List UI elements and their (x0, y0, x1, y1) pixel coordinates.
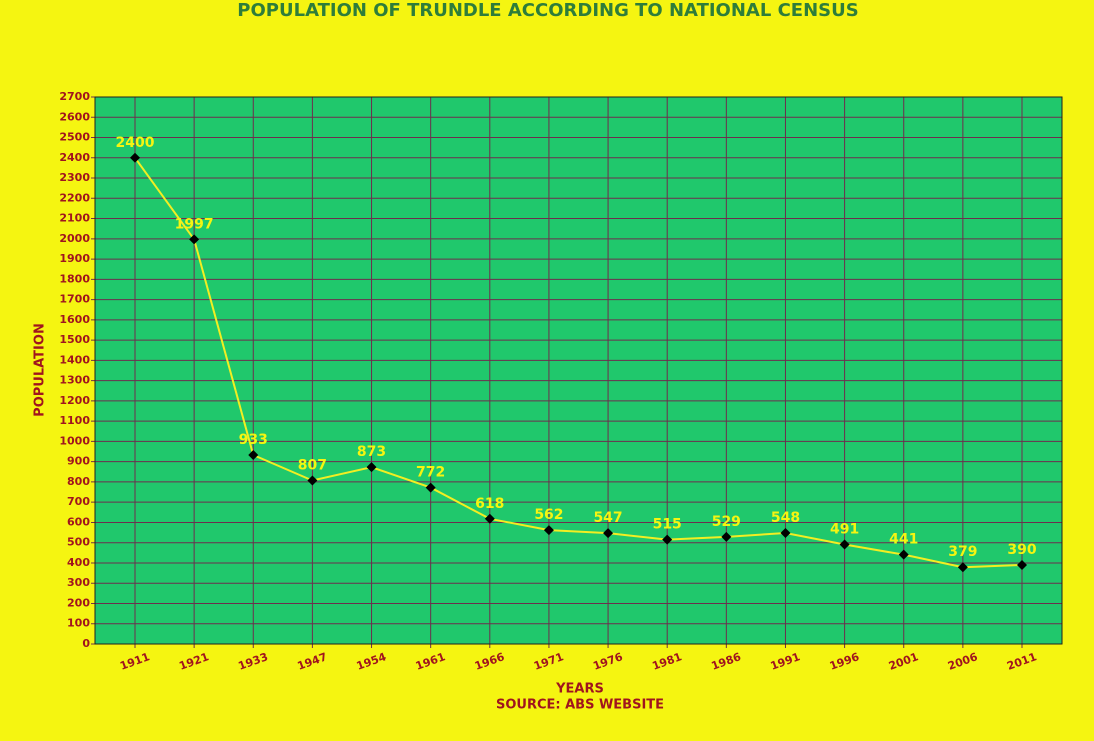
y-tick-label: 100 (67, 617, 90, 630)
data-marker (1017, 559, 1027, 570)
y-tick-label: 1200 (59, 394, 90, 407)
plot-border (94, 96, 1063, 645)
y-tick-label: 2000 (59, 232, 90, 245)
data-label: 441 (889, 532, 918, 548)
data-label: 807 (298, 458, 327, 474)
data-label: 529 (712, 514, 741, 530)
y-tick-label: 2500 (59, 131, 90, 144)
data-label: 390 (1007, 542, 1036, 558)
y-tick-label: 1900 (59, 252, 90, 265)
data-label: 547 (593, 510, 622, 526)
data-label: 379 (948, 544, 977, 560)
data-marker (721, 531, 732, 542)
data-label: 515 (653, 517, 682, 533)
source-note: SOURCE: ABS WEBSITE (496, 698, 664, 713)
y-tick-label: 1700 (59, 293, 90, 306)
data-marker (780, 527, 791, 538)
y-tick-label: 1300 (59, 374, 90, 387)
y-tick-label: 2200 (59, 191, 90, 204)
data-marker (307, 475, 318, 486)
y-tick-label: 300 (67, 576, 90, 589)
data-marker (130, 152, 140, 163)
y-tick-label: 1600 (59, 313, 90, 326)
y-tick-label: 1800 (59, 272, 90, 285)
y-axis-label: POPULATION (33, 323, 48, 417)
chart-title: POPULATION OF TRUNDLE ACCORDING TO NATIO… (237, 0, 858, 21)
data-marker (898, 549, 909, 560)
y-tick-label: 1100 (59, 414, 90, 427)
y-tick-label: 2300 (59, 171, 90, 184)
data-label: 491 (830, 522, 859, 538)
y-tick-label: 600 (67, 515, 90, 528)
x-axis-label: YEARS (555, 682, 604, 697)
y-tick-label: 200 (67, 596, 90, 609)
y-tick-label: 900 (67, 455, 90, 468)
data-label: 772 (416, 465, 445, 481)
data-label: 562 (534, 507, 563, 523)
y-tick-label: 2700 (59, 90, 90, 103)
y-tick-label: 800 (67, 475, 90, 488)
data-marker (957, 562, 968, 573)
data-line (134, 157, 1023, 569)
data-marker (366, 462, 377, 473)
data-label: 1997 (175, 216, 214, 232)
data-marker (543, 525, 554, 536)
data-marker (425, 482, 436, 493)
data-marker (248, 449, 259, 460)
y-tick-label: 2100 (59, 212, 90, 225)
y-tick-label: 400 (67, 556, 90, 569)
data-marker (839, 539, 850, 550)
y-tick-label: 1400 (59, 353, 90, 366)
data-label: 2400 (116, 135, 155, 151)
data-marker (662, 534, 673, 545)
data-label: 873 (357, 444, 386, 460)
plot-area (95, 97, 1062, 644)
y-tick-label: 1000 (59, 434, 90, 447)
data-label: 548 (771, 510, 800, 526)
y-tick-label: 0 (82, 637, 90, 650)
data-marker (603, 528, 614, 539)
data-label: 618 (475, 496, 504, 512)
data-marker (484, 513, 495, 524)
y-tick-label: 1500 (59, 333, 90, 346)
data-label: 933 (239, 432, 268, 448)
y-tick-label: 700 (67, 495, 90, 508)
data-marker (189, 234, 200, 245)
y-tick-label: 2600 (59, 110, 90, 123)
y-tick-label: 500 (67, 536, 90, 549)
y-tick-label: 2400 (59, 151, 90, 164)
